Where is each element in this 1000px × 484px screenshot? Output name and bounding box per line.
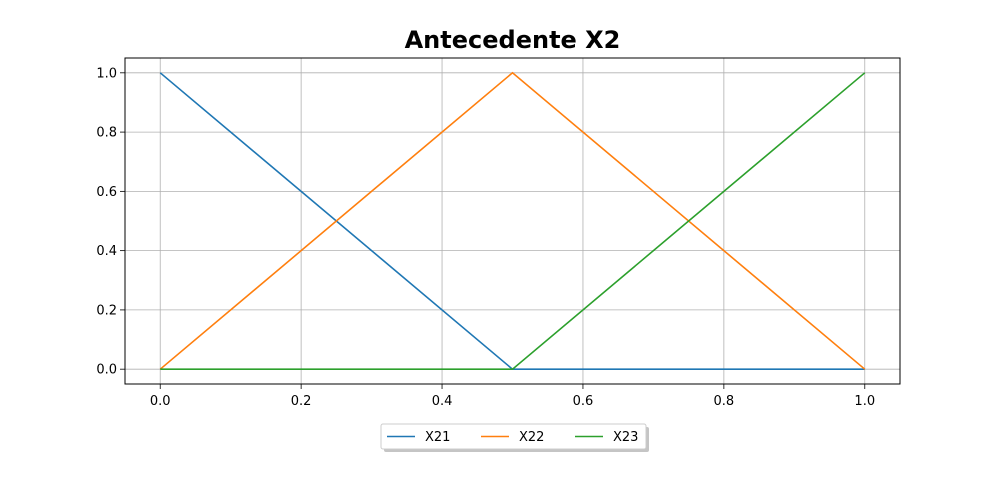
legend-label-x21: X21 xyxy=(425,430,450,445)
grid-lines xyxy=(125,58,900,384)
legend-label-x22: X22 xyxy=(519,430,544,445)
axis-ticks: 0.0 0.2 0.4 0.6 0.8 1.0 0.0 0.2 0.4 0.6 0.8 1.0 xyxy=(96,66,875,409)
x-tick-label: 0.8 xyxy=(714,394,735,409)
y-tick-label: 0.8 xyxy=(96,126,117,141)
series-line-x22 xyxy=(159,71,866,370)
series-line-x23 xyxy=(160,72,866,370)
x-tick-label: 0.4 xyxy=(432,394,453,409)
plot-area-frame xyxy=(124,57,901,385)
x-tick-label: 0.0 xyxy=(150,394,171,409)
chart-title: Antecedente X2 xyxy=(405,26,621,54)
y-tick-label: 0.2 xyxy=(96,303,117,318)
y-tick-label: 0.4 xyxy=(96,244,117,259)
y-tick-label: 0.6 xyxy=(96,185,117,200)
x-tick-label: 1.0 xyxy=(854,394,875,409)
series-line-x21 xyxy=(159,72,865,370)
x-tick-label: 0.6 xyxy=(573,394,594,409)
legend-label-x23: X23 xyxy=(613,430,638,445)
y-tick-label: 0.0 xyxy=(96,363,117,378)
legend: X21 X22 X23 xyxy=(380,423,649,452)
x-tick-label: 0.2 xyxy=(291,394,312,409)
y-tick-label: 1.0 xyxy=(96,66,117,81)
legend-box xyxy=(380,423,647,450)
plot-series xyxy=(159,71,866,370)
